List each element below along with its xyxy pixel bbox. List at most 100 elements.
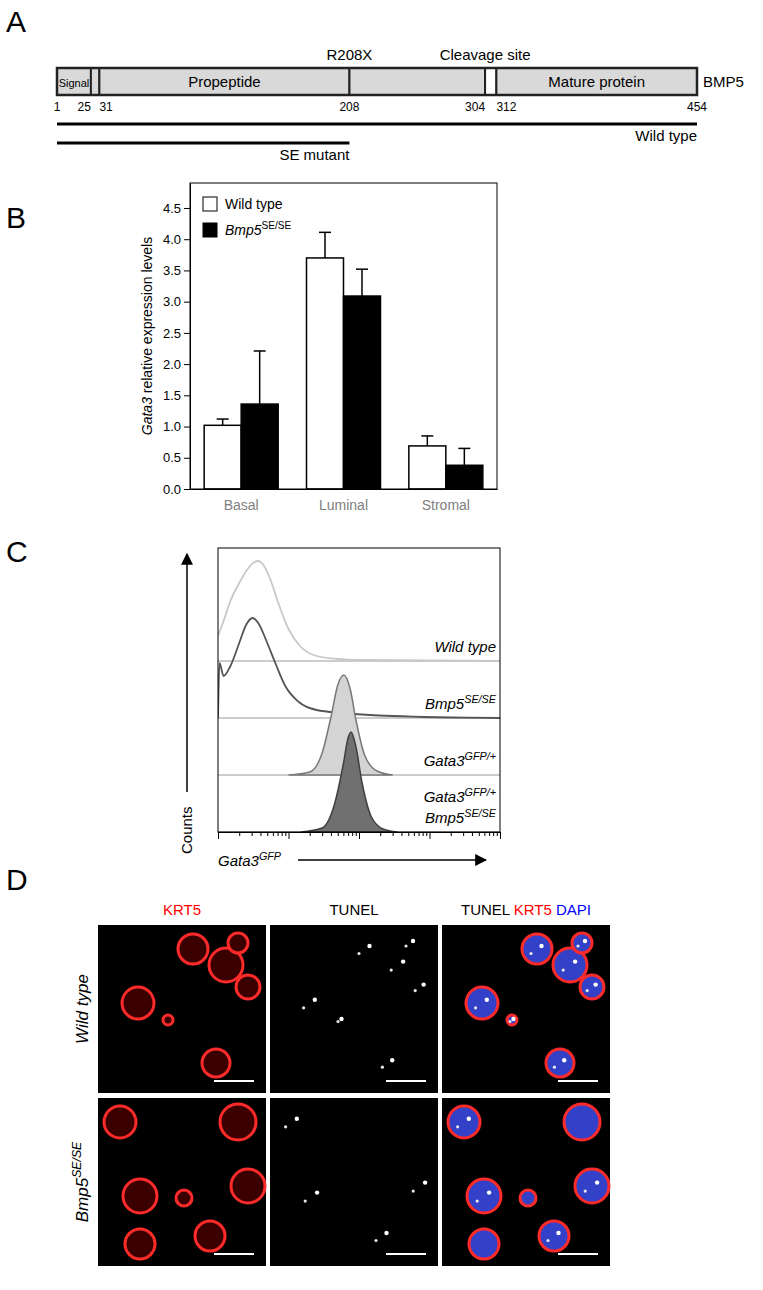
x-tick [414,832,415,836]
x-tick-mark [285,832,286,836]
text-run: Bmp5 [425,695,465,712]
cell [176,1190,192,1206]
tunel-dot [576,944,579,947]
tunel-dot [374,1239,377,1242]
text-run: levels [139,237,155,277]
scale-bar [386,1080,426,1082]
position-label: 304 [465,100,485,114]
protein-diagram: SignalPropeptideMature proteinBMP5R208XC… [54,46,744,163]
y-axis-line [190,184,191,490]
x-axis-title: Gata3GFP [218,850,282,869]
y-tick: 4.0 [163,232,190,247]
image-background [98,925,266,1093]
tunel-dot [529,952,532,955]
error-cap [421,435,433,437]
error-bar [254,351,266,404]
x-tick-mark [479,832,480,836]
text-run: Gata3 [139,397,155,435]
text-run: GFP/+ [465,750,497,762]
column-header: TUNEL KRT5 DAPI [461,901,591,918]
figure: ABCDSignalPropeptideMature proteinBMP5R2… [0,0,763,1290]
x-tick-mark [343,832,344,836]
x-tick-mark [278,832,279,836]
x-tick-mark [419,832,420,836]
error-stem [324,232,326,258]
plot-area [218,561,500,832]
construct-label: SE mutant [279,146,350,163]
x-tick [423,832,424,836]
text-run: Bmp5 [225,222,262,238]
error-stem [259,351,261,404]
error-bar [458,448,470,465]
text-run: type [73,974,92,1011]
x-tick-mark [463,832,464,836]
x-tick-mark [426,832,427,836]
tunel-dot [339,1017,343,1021]
domain-segment [496,68,697,95]
image-panel [98,925,266,1093]
tunel-dot [553,1066,556,1069]
y-arrow [186,554,188,792]
cell [163,1015,173,1025]
error-bar [319,232,331,258]
plot-frame [190,183,497,489]
legend: Wild typeBmp5SE/SE [203,196,292,238]
domain-segment [91,68,99,95]
y-tick-label: 2.0 [163,357,181,372]
tunel-dot [539,944,543,948]
text-run: Gata3 [424,752,466,769]
cell [125,1229,155,1259]
x-tick [285,832,286,836]
y-tick-label: 3.5 [163,263,181,278]
series-label: Gata3GFP/+Bmp5SE/SE [424,786,497,826]
position-label: 454 [687,100,707,114]
x-tick [356,832,357,836]
x-tick [267,832,268,836]
error-cap [356,268,368,270]
text-run: GFP/+ [465,786,497,798]
image-panel [98,1098,266,1266]
plot-area [204,232,483,489]
y-tick-label: 0.0 [163,482,181,497]
image-panel [270,925,438,1093]
cell [572,933,592,953]
image-background [270,1098,438,1266]
y-tick: 0.5 [163,450,190,465]
tunel-dot [390,969,393,972]
cell [220,1104,256,1140]
tunel-dot [593,982,597,986]
position-label: 1 [54,100,61,114]
text-run: SE/SE [464,807,497,819]
series-label: Gata3GFP/+ [424,750,496,769]
x-tick: Luminal [319,497,368,513]
x-tick-label: Luminal [319,497,368,513]
cell [228,933,248,953]
tunel-dot [315,1190,319,1194]
tunel-dot [384,1231,388,1235]
y-tick-label: 0.5 [163,450,181,465]
plot-frame [218,548,500,832]
x-tick [359,832,360,839]
tunel-dot [573,959,577,963]
cell [580,975,604,999]
construct-label: Wild type [635,127,697,144]
x-tick-label: Stromal [422,497,470,513]
x-tick: Basal [224,497,259,513]
x-tick-mark [352,832,353,836]
x-tick-mark [430,832,431,839]
cell [575,1169,609,1203]
column-header-part: DAPI [552,901,591,918]
tunel-dot [562,1058,566,1062]
tunel-dot [485,998,489,1002]
y-tick-mark [184,489,190,490]
tunel-dot [476,1200,479,1203]
tunel-dot [304,1200,307,1203]
tunel-dot [401,959,405,963]
scale-bar [558,1253,598,1255]
x-tick-mark [289,832,290,839]
text-run: Gata3 [218,852,260,869]
x-tick-mark [401,832,402,836]
image-background [98,1098,266,1266]
y-tick-label: 1.5 [163,388,181,403]
cell [231,1169,265,1203]
